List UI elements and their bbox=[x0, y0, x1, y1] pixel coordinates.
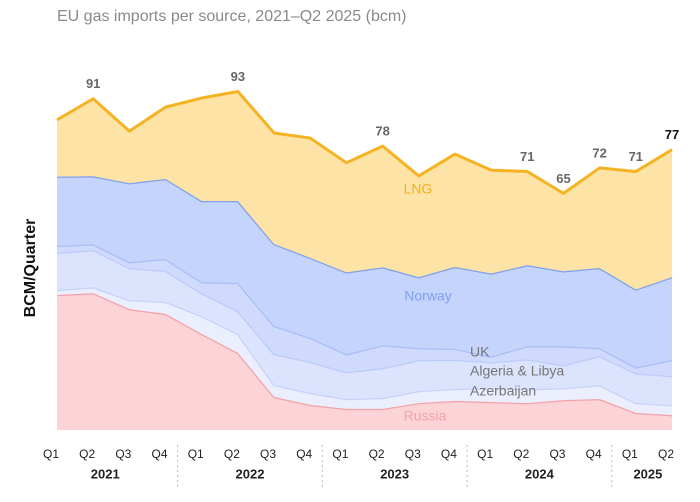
series-label: Algeria & Libya bbox=[470, 363, 564, 379]
series-label: Azerbaijan bbox=[470, 383, 536, 399]
x-tick-label: Q1 bbox=[622, 447, 638, 461]
x-tick-label: Q1 bbox=[43, 447, 59, 461]
series-label: Norway bbox=[404, 288, 451, 304]
area bbox=[57, 250, 672, 406]
x-tick-label: Q1 bbox=[477, 447, 493, 461]
year-label: 2021 bbox=[91, 466, 120, 481]
x-tick-label: Q3 bbox=[115, 447, 131, 461]
series-label: Russia bbox=[404, 408, 447, 424]
year-label: 2022 bbox=[236, 466, 265, 481]
total-label: 65 bbox=[556, 171, 570, 186]
chart-title: EU gas imports per source, 2021–Q2 2025 … bbox=[57, 8, 407, 25]
total-label: 77 bbox=[665, 127, 679, 142]
area-line bbox=[56, 89, 673, 195]
year-label: 2025 bbox=[633, 466, 662, 481]
x-tick-label: Q2 bbox=[513, 447, 529, 461]
labels: 91 93 78 71 65 72 71 77 Russia Azerbaijan Algeria … bbox=[43, 69, 679, 487]
y-axis-label: BCM/Quarter bbox=[22, 219, 39, 318]
x-tick-label: Q1 bbox=[332, 447, 348, 461]
areas bbox=[56, 89, 673, 430]
x-tick-label: Q2 bbox=[224, 447, 240, 461]
total-label: 72 bbox=[592, 145, 606, 160]
x-tick-label: Q4 bbox=[586, 447, 602, 461]
x-tick-label: Q3 bbox=[549, 447, 565, 461]
series-label: LNG bbox=[404, 181, 433, 197]
total-label: 71 bbox=[629, 149, 643, 164]
x-tick-label: Q4 bbox=[296, 447, 312, 461]
area bbox=[57, 293, 672, 430]
series-label: UK bbox=[470, 344, 490, 360]
x-tick-label: Q2 bbox=[658, 447, 674, 461]
area bbox=[57, 287, 672, 416]
year-label: 2024 bbox=[525, 466, 555, 481]
x-tick-label: Q4 bbox=[441, 447, 457, 461]
x-tick-label: Q1 bbox=[188, 447, 204, 461]
x-tick-label: Q2 bbox=[369, 447, 385, 461]
year-label: 2023 bbox=[380, 466, 409, 481]
total-label: 71 bbox=[520, 149, 534, 164]
x-tick-label: Q3 bbox=[405, 447, 421, 461]
area bbox=[57, 176, 672, 368]
x-tick-label: Q2 bbox=[79, 447, 95, 461]
area bbox=[57, 91, 672, 290]
total-label: 91 bbox=[86, 76, 100, 91]
total-label: 78 bbox=[375, 124, 389, 139]
x-tick-label: Q4 bbox=[152, 447, 168, 461]
total-label: 93 bbox=[231, 69, 245, 84]
x-tick-label: Q3 bbox=[260, 447, 276, 461]
